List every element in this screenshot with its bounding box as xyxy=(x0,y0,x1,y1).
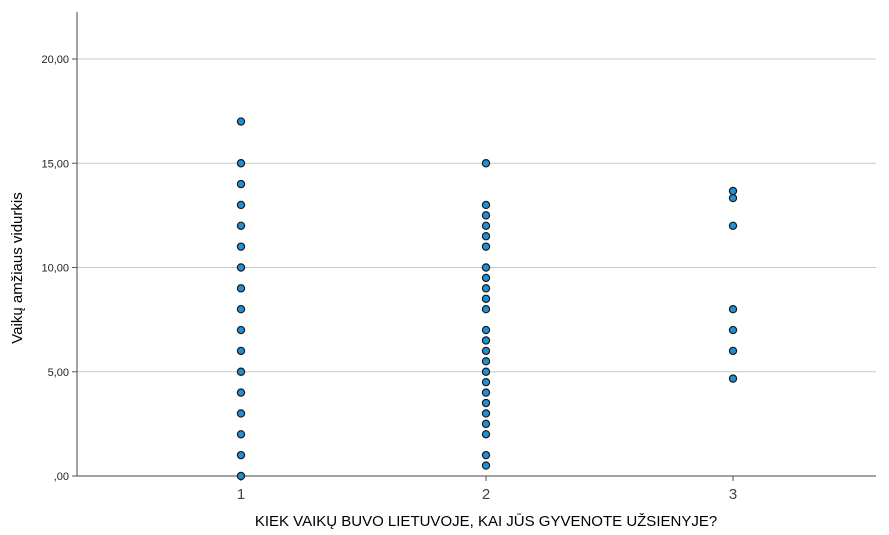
data-point xyxy=(236,471,246,481)
data-point xyxy=(236,221,246,230)
data-points xyxy=(236,117,738,481)
data-point xyxy=(236,284,246,293)
y-tick-label: 15,00 xyxy=(41,158,69,170)
data-point xyxy=(236,388,246,397)
data-point xyxy=(481,336,491,345)
data-point xyxy=(481,242,491,251)
data-point xyxy=(481,450,491,460)
y-tick-labels: ,00 5,00 10,00 15,00 20,00 xyxy=(41,54,69,483)
data-point xyxy=(236,430,246,439)
data-point xyxy=(481,200,491,210)
data-point xyxy=(481,159,491,168)
data-point xyxy=(481,211,491,220)
data-point xyxy=(481,388,491,397)
data-point xyxy=(236,325,246,335)
y-axis-title: Vaikų amžiaus vidurkis xyxy=(9,192,26,343)
data-point xyxy=(481,398,491,408)
data-point xyxy=(481,284,491,293)
data-point xyxy=(481,357,491,366)
data-point xyxy=(481,325,491,335)
data-point xyxy=(728,325,738,335)
data-point xyxy=(481,221,491,230)
y-tick-label: 10,00 xyxy=(41,263,69,275)
x-tick-label: 2 xyxy=(482,486,490,503)
data-point xyxy=(481,263,491,272)
data-point xyxy=(236,367,246,376)
data-point xyxy=(481,377,491,387)
data-point xyxy=(481,294,491,303)
data-point xyxy=(481,430,491,439)
data-point xyxy=(236,450,246,460)
data-point xyxy=(236,263,246,272)
x-tick-labels: 1 2 3 xyxy=(237,486,737,503)
y-tick-label: 5,00 xyxy=(48,367,69,379)
x-axis-title: KIEK VAIKŲ BUVO LIETUVOJE, KAI JŪS GYVEN… xyxy=(255,513,717,530)
x-tick-label: 1 xyxy=(237,486,245,503)
data-point xyxy=(481,346,491,356)
data-point xyxy=(236,159,246,168)
data-point xyxy=(236,305,246,314)
data-point xyxy=(481,367,491,376)
data-point xyxy=(728,221,738,230)
data-point xyxy=(236,200,246,210)
data-point xyxy=(236,117,246,126)
y-tick-label: ,00 xyxy=(54,471,69,483)
data-point xyxy=(728,305,738,314)
data-point xyxy=(236,346,246,356)
data-point xyxy=(728,374,738,383)
gridlines xyxy=(77,58,876,373)
data-point xyxy=(728,346,738,356)
y-tick-label: 20,00 xyxy=(41,54,69,66)
data-point xyxy=(481,419,491,429)
x-tick-label: 3 xyxy=(729,486,737,503)
data-point xyxy=(728,186,738,196)
data-point xyxy=(481,461,491,470)
data-point xyxy=(481,273,491,283)
data-point xyxy=(236,179,246,189)
axes xyxy=(72,12,876,481)
data-point xyxy=(728,193,738,203)
data-point xyxy=(481,305,491,314)
data-point xyxy=(236,409,246,418)
data-point xyxy=(481,409,491,418)
data-point xyxy=(481,232,491,241)
data-point xyxy=(236,242,246,251)
